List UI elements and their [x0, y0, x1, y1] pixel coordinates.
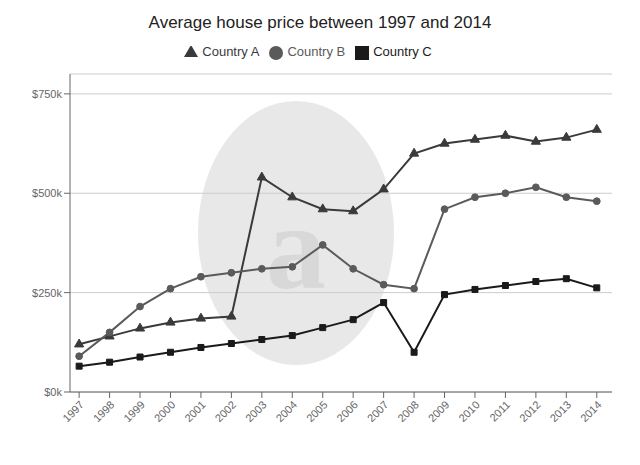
svg-text:2003: 2003: [243, 398, 269, 424]
svg-text:2010: 2010: [456, 398, 482, 424]
svg-text:$250k: $250k: [32, 287, 62, 299]
svg-text:2004: 2004: [273, 398, 299, 424]
svg-text:$500k: $500k: [32, 187, 62, 199]
html-text:Country C: Country C: [373, 44, 432, 59]
svg-text:2014: 2014: [578, 398, 604, 424]
svg-text:$0k: $0k: [44, 386, 62, 398]
svg-text:2011: 2011: [487, 398, 512, 423]
svg-text:2000: 2000: [152, 398, 178, 424]
svg-text:2005: 2005: [304, 398, 330, 424]
html-text:Country B: Country B: [287, 44, 346, 59]
svg-text:1998: 1998: [91, 398, 117, 424]
svg-text:$750k: $750k: [32, 88, 62, 100]
svg-text:2002: 2002: [213, 398, 239, 424]
svg-text:2006: 2006: [334, 398, 360, 424]
html-text:Country A: Country A: [202, 44, 260, 59]
svg-text:2008: 2008: [395, 398, 421, 424]
svg-text:2012: 2012: [517, 398, 543, 424]
html-text:a: a: [266, 181, 326, 314]
svg-text:1997: 1997: [60, 398, 86, 424]
svg-text:2007: 2007: [365, 398, 391, 424]
svg-text:2009: 2009: [426, 398, 452, 424]
svg-text:2001: 2001: [182, 398, 208, 424]
svg-text:1999: 1999: [121, 398, 147, 424]
svg-text:2013: 2013: [547, 398, 573, 424]
html-text:Average house price between 19: Average house price between 1997 and 201…: [148, 13, 492, 32]
